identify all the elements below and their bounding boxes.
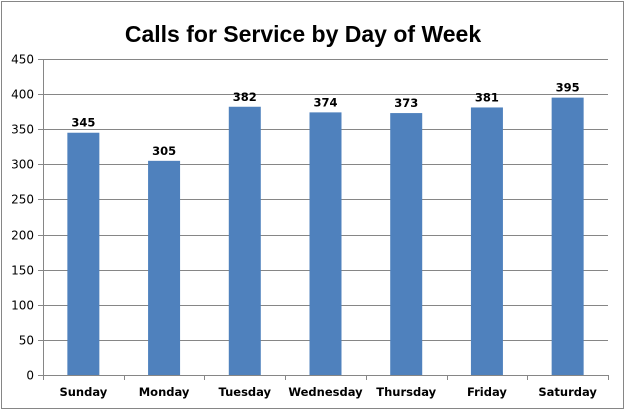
y-axis-ticks: 0 50 100 150 200 250 300 350 400 450 [11, 53, 43, 383]
x-tick-label: Saturday [538, 385, 597, 399]
y-tick-label: 450 [11, 53, 34, 67]
bar [470, 107, 503, 375]
data-label: 305 [152, 144, 176, 158]
bar [228, 106, 261, 376]
data-label: 374 [313, 95, 337, 109]
data-label: 381 [475, 90, 499, 104]
y-tick-label: 150 [11, 264, 34, 278]
bar [309, 112, 342, 375]
x-tick-label: Monday [139, 385, 190, 399]
x-tick-label: Wednesday [288, 385, 363, 399]
y-tick-label: 200 [11, 229, 34, 243]
y-tick-label: 100 [11, 299, 34, 313]
y-tick-label: 300 [11, 158, 34, 172]
x-tick-label: Sunday [59, 385, 107, 399]
y-tick-label: 400 [11, 88, 34, 102]
y-tick-label: 350 [11, 123, 34, 137]
axes [43, 59, 608, 376]
bar [390, 113, 423, 376]
bar [67, 132, 100, 375]
data-label: 345 [71, 116, 95, 130]
bars [67, 97, 584, 376]
x-axis-ticks: Sunday Monday Tuesday Wednesday Thursday Frid… [43, 375, 609, 399]
x-tick-label: Thursday [376, 385, 436, 399]
y-tick-label: 0 [26, 369, 34, 383]
data-labels: 345 305 382 374 373 381 395 [71, 81, 579, 158]
y-tick-label: 250 [11, 193, 34, 207]
bar [551, 97, 584, 375]
chart-title: Calls for Service by Day of Week [125, 21, 481, 47]
data-label: 382 [233, 90, 257, 104]
bar [148, 160, 181, 375]
x-tick-label: Friday [467, 385, 507, 399]
y-tick-label: 50 [19, 334, 34, 348]
data-label: 373 [394, 96, 418, 110]
x-tick-label: Tuesday [219, 385, 272, 399]
data-label: 395 [556, 81, 580, 95]
